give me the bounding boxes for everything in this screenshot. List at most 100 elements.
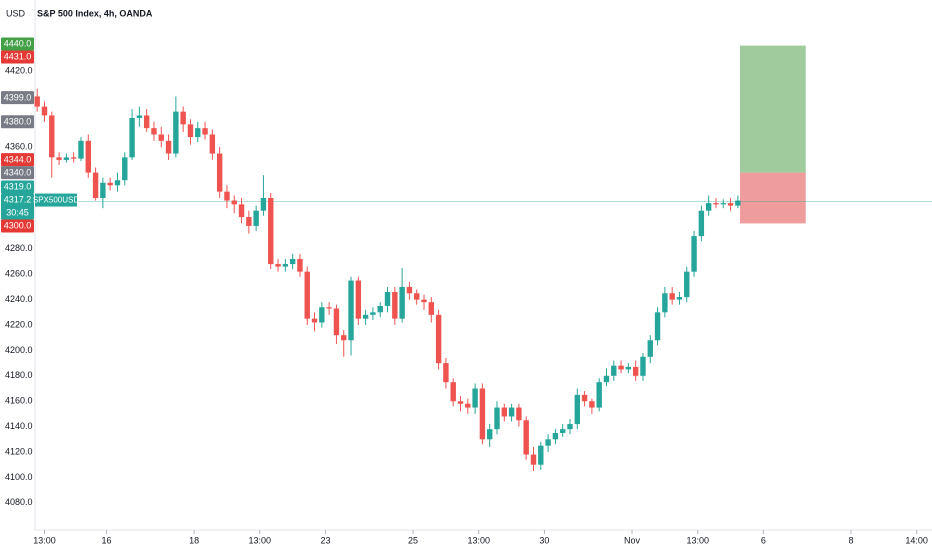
candle-body	[632, 366, 639, 376]
candle-body	[713, 203, 719, 205]
candle-body	[165, 140, 172, 154]
candle-body	[333, 308, 340, 336]
price-badge	[1, 115, 34, 129]
x-tick-label: 13:00	[249, 535, 272, 545]
candle-body	[538, 445, 544, 465]
candle-body	[589, 401, 595, 408]
candle-body	[684, 271, 690, 298]
candle-body	[304, 271, 310, 319]
candle-body	[129, 117, 135, 158]
candle-body	[735, 200, 741, 206]
x-tick-label: 13:00	[686, 535, 709, 545]
candle-body	[173, 111, 179, 154]
currency: USD	[6, 8, 26, 18]
price-badge	[1, 50, 34, 64]
candle-body	[508, 407, 515, 417]
x-tick-label: 6	[761, 535, 766, 545]
candle-body	[487, 429, 493, 440]
y-tick-label: 4360.0	[5, 142, 33, 152]
x-tick-label: 30	[539, 535, 549, 545]
price-badge	[1, 166, 34, 180]
candle-body	[151, 128, 157, 135]
candle-body	[414, 293, 420, 300]
x-tick-label: 14:00	[905, 535, 928, 545]
position-profit	[740, 45, 806, 173]
candle-body	[501, 407, 508, 417]
price-badge	[1, 153, 34, 167]
candle-body	[596, 382, 602, 408]
candle-body	[727, 203, 734, 206]
candle-body	[100, 182, 106, 199]
candle-body	[187, 124, 194, 138]
candle-body	[654, 312, 661, 341]
candle-body	[625, 366, 632, 370]
y-tick-label: 4260.0	[5, 269, 33, 279]
candle-body	[640, 356, 646, 376]
symbol-title: S&P 500 Index, 4h, OANDA	[37, 8, 153, 18]
candle-body	[122, 157, 128, 181]
candle-body	[85, 140, 91, 173]
price-badge-label: 4440.0	[4, 39, 32, 49]
price-badge-label: 4380.0	[4, 116, 32, 126]
price-badge-label: 4431.0	[4, 52, 32, 62]
candle-body	[523, 420, 529, 455]
candle-body	[319, 307, 325, 323]
x-tick-label: 8	[848, 535, 853, 545]
candle-body	[92, 172, 99, 199]
price-badge	[1, 91, 34, 105]
candle-body	[114, 180, 121, 186]
price-badge-label: 4344.0	[4, 154, 32, 164]
candle-body	[691, 236, 697, 272]
x-tick-label: 23	[320, 535, 330, 545]
candle-body	[559, 429, 566, 433]
candle-body	[676, 297, 683, 300]
y-tick-label: 4100.0	[5, 472, 33, 482]
candle-body	[567, 424, 573, 430]
x-tick-label: 18	[189, 535, 199, 545]
candle-body	[107, 182, 113, 186]
candle-body	[202, 128, 208, 135]
price-badge-label: 4317.2	[4, 195, 32, 205]
candle-body	[253, 210, 259, 226]
candle-body	[669, 293, 675, 300]
candle-body	[355, 280, 362, 319]
price-badge-label: 4300.0	[4, 221, 32, 231]
candle-body	[516, 407, 522, 421]
candle-body	[224, 191, 230, 201]
candle-body	[392, 291, 398, 319]
x-tick-label: 13:00	[33, 535, 56, 545]
price-badge-label: 4319.0	[4, 182, 32, 192]
y-tick-label: 4080.0	[5, 497, 33, 507]
candle-body	[399, 286, 405, 319]
candle-body	[472, 388, 478, 408]
y-tick-label: 4200.0	[5, 345, 33, 355]
candle-body	[260, 198, 267, 211]
candle-body	[384, 291, 391, 306]
candle-body	[698, 210, 705, 237]
candle-body	[494, 407, 500, 430]
candle-body	[56, 157, 62, 160]
x-tick-label: 25	[408, 535, 418, 545]
y-tick-label: 4220.0	[5, 319, 33, 329]
candle-body	[428, 302, 435, 315]
candle-body	[618, 365, 624, 370]
candle-body	[662, 293, 668, 313]
candle-body	[246, 217, 252, 226]
candle-body	[341, 335, 347, 341]
price-badge	[1, 180, 34, 194]
price-badge	[1, 193, 34, 220]
candle-body	[180, 111, 186, 125]
candle-body	[238, 204, 245, 218]
y-tick-label: 4280.0	[5, 243, 33, 253]
price-badge	[1, 37, 34, 51]
x-tick-label: Nov	[624, 535, 641, 545]
candle-body	[479, 388, 486, 440]
candle-body	[195, 128, 201, 138]
candle-body	[297, 258, 303, 272]
candle-body	[581, 394, 588, 402]
candle-body	[443, 363, 449, 383]
price-badge-label: 4399.0	[4, 92, 32, 102]
countdown: 30:45	[6, 207, 29, 217]
y-tick-label: 4180.0	[5, 370, 33, 380]
